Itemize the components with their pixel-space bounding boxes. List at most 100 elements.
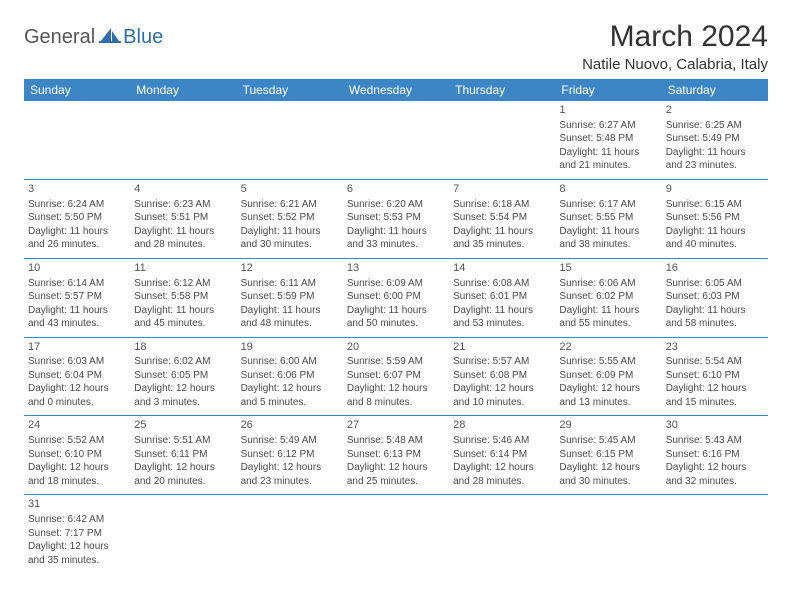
sunset-text: Sunset: 6:05 PM xyxy=(134,369,232,383)
sunrise-text: Sunrise: 5:46 AM xyxy=(453,434,551,448)
day-number: 12 xyxy=(241,261,339,276)
calendar-cell: 30Sunrise: 5:43 AMSunset: 6:16 PMDayligh… xyxy=(662,416,768,495)
calendar-cell xyxy=(343,495,449,573)
day-number: 25 xyxy=(134,418,232,433)
calendar-cell: 4Sunrise: 6:23 AMSunset: 5:51 PMDaylight… xyxy=(130,179,236,258)
calendar-cell: 9Sunrise: 6:15 AMSunset: 5:56 PMDaylight… xyxy=(662,179,768,258)
sunrise-text: Sunrise: 6:08 AM xyxy=(453,277,551,291)
calendar-cell xyxy=(24,101,130,179)
sunrise-text: Sunrise: 5:59 AM xyxy=(347,355,445,369)
daylight-text: Daylight: 11 hours and 21 minutes. xyxy=(559,146,657,173)
daylight-text: Daylight: 12 hours and 13 minutes. xyxy=(559,382,657,409)
sunset-text: Sunset: 5:49 PM xyxy=(666,132,764,146)
day-number: 18 xyxy=(134,340,232,355)
daylight-text: Daylight: 11 hours and 43 minutes. xyxy=(28,304,126,331)
day-number: 15 xyxy=(559,261,657,276)
daylight-text: Daylight: 12 hours and 30 minutes. xyxy=(559,461,657,488)
daylight-text: Daylight: 11 hours and 50 minutes. xyxy=(347,304,445,331)
sunset-text: Sunset: 6:03 PM xyxy=(666,290,764,304)
day-number: 6 xyxy=(347,182,445,197)
calendar-cell: 5Sunrise: 6:21 AMSunset: 5:52 PMDaylight… xyxy=(237,179,343,258)
daylight-text: Daylight: 11 hours and 58 minutes. xyxy=(666,304,764,331)
daylight-text: Daylight: 11 hours and 45 minutes. xyxy=(134,304,232,331)
sunrise-text: Sunrise: 6:42 AM xyxy=(28,513,126,527)
calendar-cell xyxy=(662,495,768,573)
calendar-cell: 29Sunrise: 5:45 AMSunset: 6:15 PMDayligh… xyxy=(555,416,661,495)
daylight-text: Daylight: 12 hours and 3 minutes. xyxy=(134,382,232,409)
sunrise-text: Sunrise: 6:11 AM xyxy=(241,277,339,291)
sunset-text: Sunset: 7:17 PM xyxy=(28,527,126,541)
daylight-text: Daylight: 11 hours and 55 minutes. xyxy=(559,304,657,331)
calendar-cell: 26Sunrise: 5:49 AMSunset: 6:12 PMDayligh… xyxy=(237,416,343,495)
daylight-text: Daylight: 11 hours and 28 minutes. xyxy=(134,225,232,252)
sunrise-text: Sunrise: 5:55 AM xyxy=(559,355,657,369)
sunset-text: Sunset: 6:06 PM xyxy=(241,369,339,383)
day-number: 24 xyxy=(28,418,126,433)
daylight-text: Daylight: 12 hours and 25 minutes. xyxy=(347,461,445,488)
day-number: 5 xyxy=(241,182,339,197)
daylight-text: Daylight: 11 hours and 38 minutes. xyxy=(559,225,657,252)
calendar-cell xyxy=(130,101,236,179)
sunrise-text: Sunrise: 5:52 AM xyxy=(28,434,126,448)
day-number: 7 xyxy=(453,182,551,197)
sunrise-text: Sunrise: 6:03 AM xyxy=(28,355,126,369)
day-number: 16 xyxy=(666,261,764,276)
page-title: March 2024 xyxy=(582,20,768,54)
header: General Blue March 2024 Natile Nuovo, Ca… xyxy=(24,20,768,73)
calendar-cell: 16Sunrise: 6:05 AMSunset: 6:03 PMDayligh… xyxy=(662,258,768,337)
sunset-text: Sunset: 6:09 PM xyxy=(559,369,657,383)
daylight-text: Daylight: 11 hours and 23 minutes. xyxy=(666,146,764,173)
day-number: 28 xyxy=(453,418,551,433)
calendar-cell: 21Sunrise: 5:57 AMSunset: 6:08 PMDayligh… xyxy=(449,337,555,416)
day-number: 23 xyxy=(666,340,764,355)
sunrise-text: Sunrise: 6:12 AM xyxy=(134,277,232,291)
calendar-cell: 6Sunrise: 6:20 AMSunset: 5:53 PMDaylight… xyxy=(343,179,449,258)
daylight-text: Daylight: 12 hours and 23 minutes. xyxy=(241,461,339,488)
sunrise-text: Sunrise: 6:05 AM xyxy=(666,277,764,291)
day-number: 2 xyxy=(666,103,764,118)
daylight-text: Daylight: 12 hours and 15 minutes. xyxy=(666,382,764,409)
calendar-cell: 18Sunrise: 6:02 AMSunset: 6:05 PMDayligh… xyxy=(130,337,236,416)
dayname-header: Wednesday xyxy=(343,79,449,101)
sunrise-text: Sunrise: 6:06 AM xyxy=(559,277,657,291)
daylight-text: Daylight: 12 hours and 28 minutes. xyxy=(453,461,551,488)
calendar-cell xyxy=(130,495,236,573)
calendar-week: 3Sunrise: 6:24 AMSunset: 5:50 PMDaylight… xyxy=(24,179,768,258)
sunset-text: Sunset: 6:12 PM xyxy=(241,448,339,462)
sunset-text: Sunset: 6:10 PM xyxy=(666,369,764,383)
calendar-cell xyxy=(237,495,343,573)
sunrise-text: Sunrise: 6:15 AM xyxy=(666,198,764,212)
dayname-header: Saturday xyxy=(662,79,768,101)
sunrise-text: Sunrise: 5:43 AM xyxy=(666,434,764,448)
day-number: 10 xyxy=(28,261,126,276)
day-number: 3 xyxy=(28,182,126,197)
day-number: 14 xyxy=(453,261,551,276)
calendar-week: 10Sunrise: 6:14 AMSunset: 5:57 PMDayligh… xyxy=(24,258,768,337)
sunset-text: Sunset: 5:53 PM xyxy=(347,211,445,225)
calendar-cell: 25Sunrise: 5:51 AMSunset: 6:11 PMDayligh… xyxy=(130,416,236,495)
sunset-text: Sunset: 5:58 PM xyxy=(134,290,232,304)
sunset-text: Sunset: 6:02 PM xyxy=(559,290,657,304)
day-number: 29 xyxy=(559,418,657,433)
sunrise-text: Sunrise: 6:21 AM xyxy=(241,198,339,212)
daylight-text: Daylight: 12 hours and 0 minutes. xyxy=(28,382,126,409)
calendar-cell: 23Sunrise: 5:54 AMSunset: 6:10 PMDayligh… xyxy=(662,337,768,416)
day-number: 9 xyxy=(666,182,764,197)
sunset-text: Sunset: 6:16 PM xyxy=(666,448,764,462)
sunset-text: Sunset: 6:14 PM xyxy=(453,448,551,462)
sunrise-text: Sunrise: 6:23 AM xyxy=(134,198,232,212)
calendar-cell: 22Sunrise: 5:55 AMSunset: 6:09 PMDayligh… xyxy=(555,337,661,416)
calendar-cell: 15Sunrise: 6:06 AMSunset: 6:02 PMDayligh… xyxy=(555,258,661,337)
daylight-text: Daylight: 12 hours and 10 minutes. xyxy=(453,382,551,409)
sunrise-text: Sunrise: 5:57 AM xyxy=(453,355,551,369)
sunset-text: Sunset: 6:08 PM xyxy=(453,369,551,383)
sunset-text: Sunset: 5:51 PM xyxy=(134,211,232,225)
daylight-text: Daylight: 12 hours and 32 minutes. xyxy=(666,461,764,488)
daylight-text: Daylight: 12 hours and 5 minutes. xyxy=(241,382,339,409)
sunrise-text: Sunrise: 6:17 AM xyxy=(559,198,657,212)
sunset-text: Sunset: 6:15 PM xyxy=(559,448,657,462)
daylight-text: Daylight: 11 hours and 33 minutes. xyxy=(347,225,445,252)
sunrise-text: Sunrise: 6:27 AM xyxy=(559,119,657,133)
day-number: 21 xyxy=(453,340,551,355)
calendar-table: SundayMondayTuesdayWednesdayThursdayFrid… xyxy=(24,79,768,573)
